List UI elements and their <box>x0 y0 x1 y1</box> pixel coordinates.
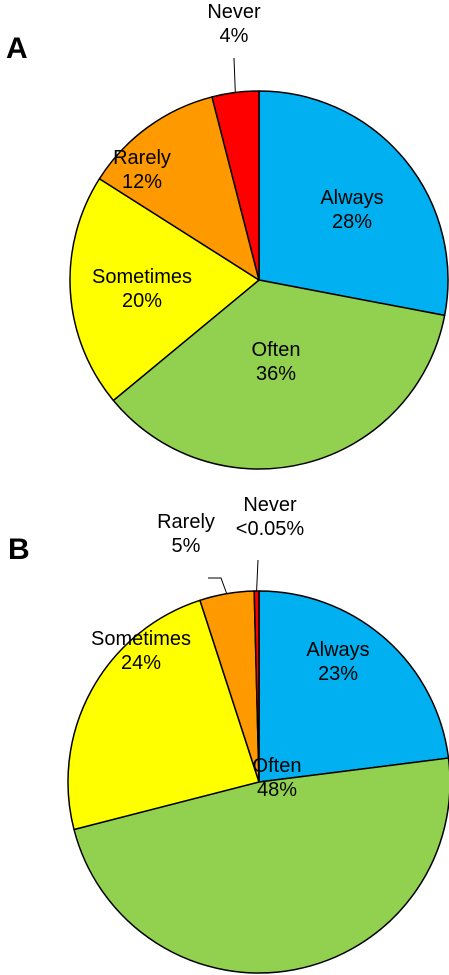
pie-a-label-rarely: Rarely 12% <box>113 147 171 193</box>
pie-b-label-often: Often 48% <box>253 755 302 801</box>
pie-b-labels: Always 23% Often 48% Sometimes 24% Rarely 5% Nev… <box>91 494 370 801</box>
pie-a-label-rarely-value: 12% <box>122 171 162 193</box>
pie-b-label-often-name: Often <box>253 755 302 777</box>
pie-a-label-always-name: Always <box>320 187 383 209</box>
pie-a-label-sometimes: Sometimes 20% <box>92 266 192 312</box>
pie-b-slice-often <box>73 757 449 974</box>
pie-chart-b-svg: B Always 23% Often 48% Sometimes 24% Rarely 5% N… <box>8 494 449 974</box>
pie-a-slice-rarely <box>98 96 260 281</box>
pie-chart-a-svg: A Always 28% Often 36% Sometimes 20% Rarely 12%… <box>6 1 449 470</box>
pie-a-label-never: Never 4% <box>207 1 261 47</box>
pie-a-label-always-value: 28% <box>332 211 372 233</box>
pie-a-slice-sometimes <box>69 177 260 402</box>
pie-b-label-rarely-value: 5% <box>172 535 201 557</box>
pie-b-label-sometimes-name: Sometimes <box>91 628 191 650</box>
pie-b-label-always-name: Always <box>306 639 369 661</box>
pie-a-label-often-name: Often <box>252 339 301 361</box>
pie-b-label-sometimes-value: 24% <box>121 652 161 674</box>
pie-b-slice-always <box>258 590 449 783</box>
pie-a-label-never-name: Never <box>207 1 261 23</box>
pie-b-leader-never <box>256 559 259 592</box>
pie-a-slice-never <box>211 90 260 281</box>
pie-a-slices <box>69 90 449 470</box>
pie-b-label-rarely-name: Rarely <box>157 511 215 533</box>
pie-a-slice-often <box>112 279 446 470</box>
pie-b-slice-sometimes <box>67 599 260 831</box>
pie-b-label-rarely: Rarely 5% <box>157 511 215 557</box>
pie-a-labels: Always 28% Often 36% Sometimes 20% Rarely 12% Ne… <box>92 1 384 385</box>
pie-b-label-never: Never <0.05% <box>236 494 305 540</box>
pie-a-slice-always <box>258 90 449 317</box>
pie-b-label-often-value: 48% <box>257 779 297 801</box>
pie-a-label-rarely-name: Rarely <box>113 147 171 169</box>
panel-label-b: B <box>8 533 30 566</box>
pie-a-label-often: Often 36% <box>252 339 301 385</box>
pie-b-label-never-value: <0.05% <box>236 518 305 540</box>
pie-a-label-sometimes-name: Sometimes <box>92 266 192 288</box>
pie-b-label-always: Always 23% <box>306 639 369 685</box>
pie-a-label-sometimes-value: 20% <box>122 290 162 312</box>
pie-b-leader-rarely <box>208 577 228 594</box>
pie-chart-a: A Always 28% Often 36% Sometimes 20% Rarely 12%… <box>6 1 449 470</box>
pie-a-label-often-value: 36% <box>256 363 296 385</box>
pie-b-label-sometimes: Sometimes 24% <box>91 628 191 674</box>
pie-a-label-never-value: 4% <box>220 25 249 47</box>
pie-chart-b: B Always 23% Often 48% Sometimes 24% Rarely 5% N… <box>0 490 449 975</box>
pie-b-label-always-value: 23% <box>318 663 358 685</box>
pie-b-slices <box>67 590 449 974</box>
pie-a-label-always: Always 28% <box>320 187 383 233</box>
pie-b-label-never-name: Never <box>243 494 297 516</box>
panel-label-a: A <box>6 32 28 65</box>
pie-a-leader-never <box>233 57 236 93</box>
